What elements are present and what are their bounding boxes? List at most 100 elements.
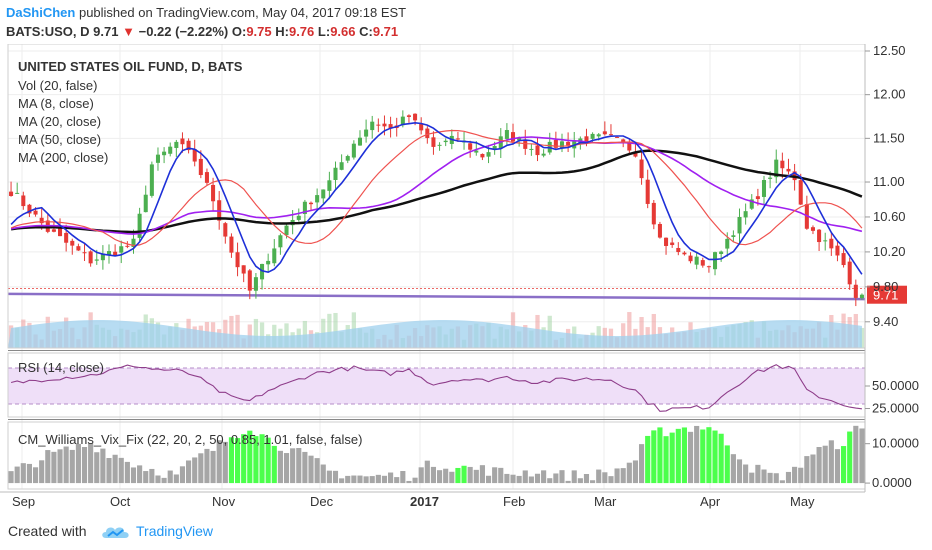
candle-body [58,228,63,237]
candle-body [327,180,332,191]
vix-bar [602,472,608,484]
candle-body [76,246,81,251]
price-tick-label: 10.60 [873,209,906,224]
candle-body [859,294,864,299]
vix-bar [20,463,26,484]
time-tick-label: Oct [110,494,131,509]
vix-bar [265,437,271,484]
vix-bar [553,473,559,484]
candlestick-series [9,110,864,307]
vix-bar [167,470,173,484]
candle-body [260,263,265,280]
publish-line: DaShiChen published on TradingView.com, … [6,5,406,20]
rsi-legend[interactable]: RSI (14, close) [18,360,104,375]
candle-body [829,238,834,249]
open-label: O: [231,24,247,39]
vix-bar [565,480,571,484]
vix-bar [528,476,534,484]
candle-body [761,180,767,197]
time-tick-label: Feb [503,494,525,509]
vix-bar [626,462,632,484]
candle-body [645,179,650,204]
vix-bar [847,431,853,484]
legend-ma8[interactable]: MA (8, close) [18,96,94,111]
vix-bar [106,458,112,484]
vix-bar [326,470,332,484]
candle-body [186,140,191,151]
vix-bar [498,467,504,484]
candle-body [339,162,344,170]
vix-bar [736,459,743,484]
author-link[interactable]: DaShiChen [6,5,76,20]
last-price-badge-text: 9.71 [873,288,898,303]
candle-body [529,148,534,150]
legend-ma200[interactable]: MA (200, close) [18,150,108,165]
vix-bar [14,466,20,484]
vix-bar [124,461,130,484]
legend-ma20[interactable]: MA (20, close) [18,114,101,129]
vix-bar [743,464,749,484]
rsi-band [8,368,865,404]
legend-ma50[interactable]: MA (50, close) [18,132,101,147]
candle-body [125,245,130,247]
vix-bar [204,448,210,484]
candle-body [192,149,197,162]
volume-bar [302,320,308,348]
candle-body [229,236,234,253]
candle-body [351,143,356,158]
candle-body [853,284,858,298]
candle-body [88,251,93,264]
candle-body [174,141,179,148]
publish-info: published on TradingView.com, May 04, 20… [78,5,407,20]
legend-volume[interactable]: Vol (20, false) [18,78,98,93]
time-tick-label: Mar [594,494,617,509]
tradingview-brand[interactable]: TradingView [136,523,214,539]
candle-body [143,194,148,213]
rsi-line [10,364,862,412]
candle-body [198,158,203,176]
vix-bar [192,457,198,484]
vix-bar [510,474,516,484]
pane-frames [7,44,866,492]
candle-body [480,153,485,158]
vix-bar [222,441,228,484]
vix-bar [271,445,277,484]
candle-body [719,251,724,254]
candle-body [376,124,381,126]
high-label: H: [275,24,289,39]
vix-bar [816,447,822,484]
candle-body [664,237,669,246]
candle-body [541,153,546,156]
candle-body [559,141,565,149]
price-tick-label: 9.40 [873,314,898,329]
candle-body [82,252,87,254]
vix-bar [186,460,192,484]
candle-body [584,136,589,143]
vix-bar [332,470,339,484]
vix-bar [118,457,124,484]
vix-legend[interactable]: CM_Williams_Vix_Fix (22, 20, 2, 50, 0.85… [18,432,362,447]
vix-bar [687,431,694,484]
high-value: 9.76 [288,24,315,39]
volume-bar [259,322,265,348]
legend-title[interactable]: UNITED STATES OIL FUND, D, BATS [18,59,243,74]
vix-bar [247,430,253,484]
candle-body [382,123,387,127]
chart-canvas[interactable]: 9.71 12.50 12.00 11.50 11.00 10.60 10.20 9.80 9.… [0,44,932,512]
vix-bar [210,450,216,484]
tradingview-cloud-icon[interactable] [100,524,132,540]
volume-bar [327,313,332,348]
vix-bar [485,475,492,484]
vix-bar [516,475,522,484]
vix-bar [718,433,724,484]
price-tick-label: 11.50 [873,130,905,145]
low-label: L: [317,24,331,39]
candle-body [486,152,491,157]
candle-body [517,137,522,141]
vix-bar [724,445,730,484]
candle-body [596,134,601,137]
candle-body [847,261,852,285]
candle-body [419,123,424,131]
candle-body [204,172,209,183]
vix-bar [81,447,88,484]
